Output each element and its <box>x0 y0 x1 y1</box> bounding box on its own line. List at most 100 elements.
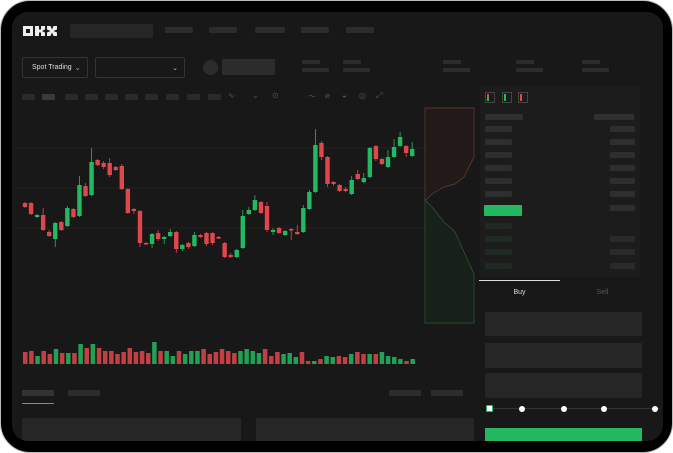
orderbook-header <box>485 114 523 120</box>
nav-item[interactable] <box>165 27 193 33</box>
wave-icon[interactable]: ～ <box>308 92 316 101</box>
tab-open-orders[interactable] <box>22 390 54 396</box>
volume-bar <box>176 351 182 364</box>
candle-body <box>282 231 288 235</box>
candle-body <box>77 185 82 216</box>
buy-button[interactable] <box>485 428 642 441</box>
volume-bar <box>23 352 28 364</box>
chevron-down-icon: ⌄ <box>172 64 178 72</box>
candle <box>95 159 100 166</box>
candle-body <box>47 232 52 236</box>
nav-item[interactable] <box>301 27 329 33</box>
filter-button[interactable] <box>431 390 463 396</box>
orders-panel <box>256 418 474 441</box>
timeframe-button[interactable] <box>166 94 179 100</box>
slider-stop[interactable] <box>561 406 567 412</box>
ruler-icon[interactable]: ⌀ <box>325 91 330 100</box>
camera-icon[interactable]: ◒ <box>342 91 347 100</box>
candle <box>391 139 397 158</box>
timeframe-button[interactable] <box>42 94 55 100</box>
indicator-icon[interactable]: ∿ <box>228 91 235 100</box>
slider-track[interactable] <box>490 408 660 409</box>
timeframe-button[interactable] <box>145 94 158 100</box>
volume-bar <box>72 353 77 364</box>
timeframe-button[interactable] <box>85 94 98 100</box>
volume-bar <box>182 354 188 364</box>
candle <box>125 188 131 214</box>
candle-body <box>155 233 161 239</box>
slider-stop[interactable] <box>652 406 658 412</box>
slider-handle[interactable] <box>486 405 493 412</box>
candle <box>246 207 252 215</box>
candle-body <box>252 200 258 210</box>
timeframe-button[interactable] <box>187 94 200 100</box>
stat <box>582 68 609 72</box>
total-input[interactable] <box>485 373 642 398</box>
tab-buy[interactable]: Buy <box>513 289 526 296</box>
volume-bar <box>115 354 120 364</box>
tab-sell[interactable]: Sell <box>596 289 609 296</box>
timeframe-button[interactable] <box>125 94 138 100</box>
spot-trading-dropdown[interactable]: Spot Trading ⌄ <box>22 57 88 78</box>
volume-bar <box>392 357 397 364</box>
candle <box>101 161 106 169</box>
candle-body <box>258 202 264 213</box>
candlestick-chart[interactable] <box>12 12 663 441</box>
nav-item[interactable] <box>346 27 374 33</box>
candle <box>143 242 149 245</box>
buy-tab-underline <box>479 280 560 281</box>
timeframe-button[interactable] <box>22 94 35 100</box>
candle <box>222 242 227 258</box>
candle-body <box>71 209 76 217</box>
tab-history[interactable] <box>68 390 100 396</box>
volume-bar <box>256 353 262 364</box>
candle <box>155 230 161 241</box>
filter-button[interactable] <box>389 390 421 396</box>
volume-bar <box>41 351 46 364</box>
settings-icon[interactable]: ◎ <box>359 91 366 100</box>
timeframe-button[interactable] <box>105 94 118 100</box>
orderbook-both-icon[interactable] <box>485 92 495 103</box>
volume-bar <box>47 354 53 364</box>
candle-body <box>385 157 391 167</box>
orderbook-asks-icon[interactable] <box>518 92 528 103</box>
candle-body <box>246 210 252 214</box>
candle-body <box>174 232 179 249</box>
volume-bar <box>250 351 256 364</box>
candle <box>367 147 373 178</box>
volume-bar <box>109 351 114 364</box>
candle-body <box>40 215 46 230</box>
app-screen: Spot Trading ⌄ ⌄ ∿ ⌄ ⊙ ～ ⌀ ◒ ◎ ⤢ Buy <box>12 12 663 441</box>
nav-item[interactable] <box>255 27 285 33</box>
candle <box>22 202 28 208</box>
slider-stop[interactable] <box>601 406 607 412</box>
candle-body <box>119 166 124 189</box>
search-placeholder[interactable] <box>70 24 153 38</box>
candle-body <box>325 157 330 184</box>
volume-bar <box>102 351 108 364</box>
candle-body <box>53 223 58 239</box>
timeframe-button[interactable] <box>208 94 221 100</box>
candle-body <box>125 189 131 213</box>
candle <box>198 234 203 238</box>
draw-line-icon[interactable]: ⊙ <box>272 91 279 100</box>
timeframe-button[interactable] <box>65 94 78 100</box>
fullscreen-icon[interactable]: ⤢ <box>376 91 383 100</box>
pair-select[interactable]: ⌄ <box>95 57 185 78</box>
candle <box>331 181 336 186</box>
volume-bar <box>158 351 163 364</box>
candle-body <box>295 232 300 234</box>
candle <box>192 232 197 247</box>
price-input[interactable] <box>485 312 642 336</box>
okx-logo[interactable] <box>23 26 57 36</box>
volume-bar <box>84 348 89 364</box>
chart-type-icon[interactable]: ⌄ <box>252 91 259 100</box>
candle-body <box>397 137 403 146</box>
amount-input[interactable] <box>485 343 642 368</box>
nav-item[interactable] <box>209 27 237 33</box>
slider-stop[interactable] <box>519 406 525 412</box>
candle <box>313 129 318 193</box>
last-price-badge <box>484 205 522 216</box>
volume-bar <box>342 357 348 364</box>
orderbook-bids-icon[interactable] <box>502 92 512 103</box>
